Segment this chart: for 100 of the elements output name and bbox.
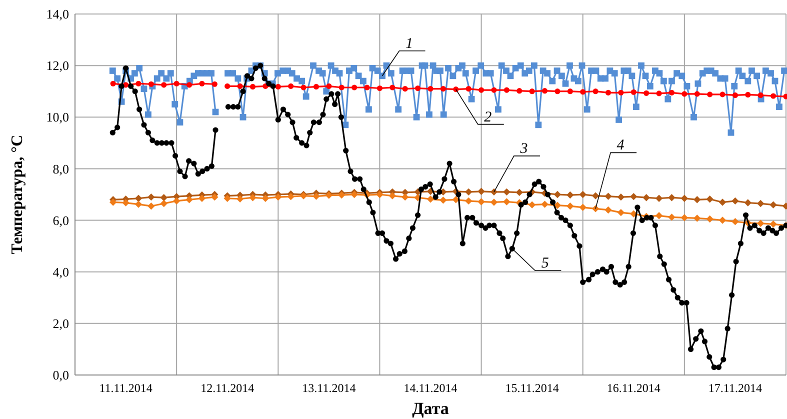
series-label: 2 bbox=[484, 109, 492, 126]
point bbox=[618, 90, 624, 96]
point bbox=[694, 91, 700, 97]
point bbox=[110, 80, 116, 86]
point bbox=[579, 204, 586, 211]
point bbox=[554, 190, 562, 198]
point bbox=[718, 216, 726, 224]
point bbox=[680, 194, 688, 202]
point bbox=[478, 87, 484, 93]
point bbox=[211, 193, 218, 201]
point bbox=[516, 88, 522, 94]
point bbox=[745, 92, 751, 98]
point bbox=[199, 80, 205, 86]
point bbox=[605, 90, 612, 96]
y-tick-label: 14,0 bbox=[46, 6, 69, 22]
point bbox=[694, 196, 701, 204]
point bbox=[160, 200, 168, 208]
point bbox=[249, 194, 256, 202]
point bbox=[554, 88, 560, 94]
point bbox=[478, 198, 485, 206]
point bbox=[718, 198, 726, 206]
point bbox=[161, 82, 167, 88]
point bbox=[326, 83, 332, 89]
point bbox=[554, 202, 562, 209]
point bbox=[680, 214, 688, 222]
point bbox=[503, 198, 510, 206]
point bbox=[758, 92, 764, 98]
point bbox=[338, 84, 344, 90]
point bbox=[579, 190, 586, 198]
point bbox=[275, 84, 281, 90]
point bbox=[172, 197, 180, 205]
point bbox=[757, 220, 764, 227]
point bbox=[528, 201, 536, 208]
point bbox=[415, 85, 421, 92]
point bbox=[682, 91, 688, 97]
x-tick-label: 13.11.2014 bbox=[302, 381, 356, 395]
point bbox=[566, 191, 574, 199]
point bbox=[668, 194, 676, 202]
point bbox=[478, 188, 485, 196]
point bbox=[644, 90, 650, 96]
point bbox=[236, 195, 244, 202]
point bbox=[440, 86, 446, 92]
point bbox=[655, 212, 663, 220]
x-tick-label: 12.11.2014 bbox=[200, 381, 254, 395]
point bbox=[706, 196, 714, 203]
point bbox=[744, 199, 752, 206]
point bbox=[136, 80, 142, 86]
point bbox=[630, 89, 636, 95]
point bbox=[300, 84, 306, 90]
point bbox=[287, 192, 294, 200]
point bbox=[720, 92, 726, 98]
point bbox=[186, 82, 192, 88]
point bbox=[757, 200, 764, 208]
text: 3 bbox=[519, 140, 528, 157]
point bbox=[250, 84, 256, 90]
point bbox=[224, 83, 230, 89]
point bbox=[592, 88, 598, 94]
series-label: 5 bbox=[541, 256, 550, 272]
point bbox=[122, 199, 130, 206]
point bbox=[617, 193, 625, 201]
point bbox=[706, 215, 714, 223]
point bbox=[668, 90, 675, 96]
point bbox=[402, 193, 409, 201]
point bbox=[694, 214, 701, 222]
point bbox=[770, 201, 777, 208]
point bbox=[148, 81, 154, 87]
point bbox=[426, 196, 434, 203]
y-tick-label: 0,0 bbox=[52, 368, 69, 383]
point bbox=[490, 198, 498, 206]
y-tick-label: 2,0 bbox=[52, 316, 69, 331]
point bbox=[617, 208, 625, 216]
point bbox=[770, 220, 777, 228]
point bbox=[466, 86, 472, 92]
point bbox=[541, 200, 548, 208]
point bbox=[388, 192, 396, 200]
x-tick-label: 11.11.2014 bbox=[99, 381, 152, 395]
point bbox=[668, 214, 676, 221]
point bbox=[464, 188, 472, 196]
point bbox=[542, 88, 548, 94]
point bbox=[604, 192, 612, 200]
point bbox=[440, 196, 447, 204]
point bbox=[516, 188, 523, 196]
point bbox=[174, 80, 180, 86]
x-tick-label: 17.11.2014 bbox=[708, 381, 762, 395]
point bbox=[109, 198, 117, 206]
point bbox=[604, 206, 612, 214]
point bbox=[452, 196, 460, 204]
point bbox=[655, 194, 663, 202]
point bbox=[656, 90, 662, 96]
point bbox=[566, 202, 574, 210]
point bbox=[212, 81, 218, 87]
x-tick-label: 16.11.2014 bbox=[606, 381, 660, 395]
point bbox=[567, 88, 573, 94]
x-axis-title: Дата bbox=[412, 399, 450, 418]
point bbox=[237, 83, 243, 89]
point bbox=[134, 194, 142, 202]
point bbox=[288, 83, 294, 89]
point bbox=[390, 84, 396, 90]
point bbox=[732, 92, 738, 98]
point bbox=[707, 92, 713, 98]
